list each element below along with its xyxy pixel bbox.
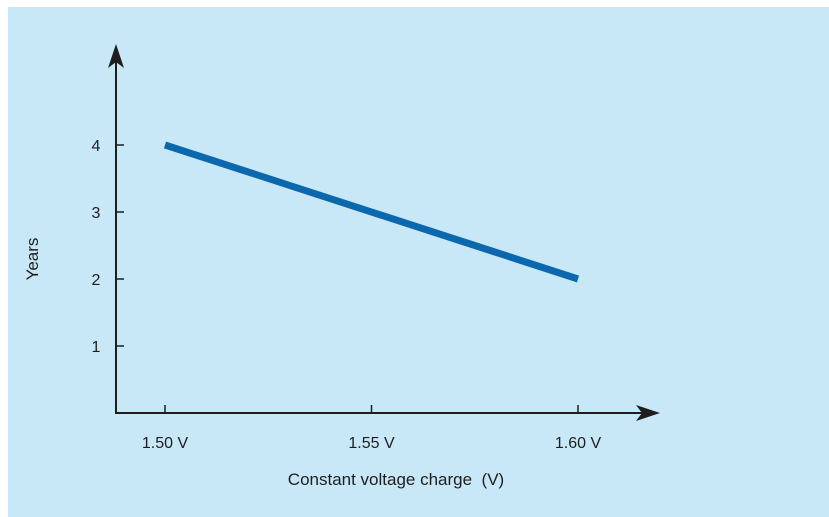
x-tick-label: 1.60 V (555, 435, 602, 452)
x-tick-label: 1.50 V (142, 435, 189, 452)
y-tick-label: 4 (92, 138, 101, 155)
x-axis-title: Constant voltage charge (V) (288, 470, 504, 489)
y-axis-title: Years (23, 238, 42, 281)
y-axis-ticks: 1 2 3 4 (92, 138, 124, 356)
y-tick-label: 2 (92, 272, 101, 289)
y-tick-label: 1 (92, 339, 101, 356)
y-axis-arrow-icon (108, 44, 124, 68)
y-tick-label: 3 (92, 205, 101, 222)
chart-series (163, 141, 580, 283)
series-line (163, 141, 580, 283)
x-tick-label: 1.55 V (348, 435, 395, 452)
x-axis-arrow-icon (636, 405, 660, 421)
chart-axes (108, 44, 660, 421)
x-axis-ticks: 1.50 V 1.55 V 1.60 V (142, 405, 602, 452)
chart-background (8, 7, 829, 517)
